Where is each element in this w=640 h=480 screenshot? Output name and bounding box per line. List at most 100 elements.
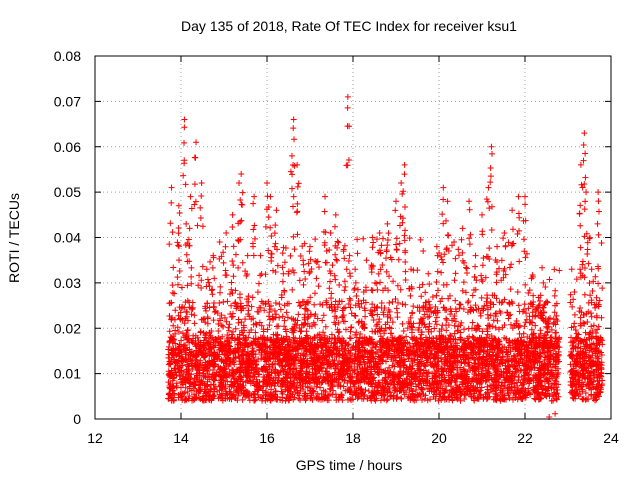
data-point bbox=[290, 334, 297, 341]
data-point bbox=[322, 323, 329, 330]
data-point bbox=[386, 299, 393, 306]
data-point bbox=[274, 262, 281, 269]
data-point bbox=[421, 395, 428, 402]
data-point bbox=[312, 236, 319, 243]
data-point bbox=[546, 276, 553, 283]
data-point bbox=[487, 312, 494, 319]
data-point bbox=[281, 259, 288, 266]
data-point bbox=[334, 238, 341, 245]
data-point bbox=[419, 281, 426, 288]
data-point bbox=[283, 309, 290, 316]
data-point bbox=[456, 301, 463, 308]
data-point bbox=[345, 341, 352, 348]
data-point bbox=[177, 384, 184, 391]
data-point bbox=[506, 395, 513, 402]
data-point bbox=[170, 322, 177, 329]
data-point bbox=[166, 328, 173, 335]
data-point bbox=[498, 379, 505, 386]
data-point bbox=[494, 317, 501, 324]
data-point bbox=[457, 335, 464, 342]
data-point bbox=[327, 386, 334, 393]
data-point bbox=[232, 325, 239, 332]
data-point bbox=[390, 278, 397, 285]
data-point bbox=[398, 395, 405, 402]
data-point bbox=[354, 250, 361, 257]
data-point bbox=[530, 292, 537, 299]
data-point bbox=[283, 333, 290, 340]
data-point bbox=[188, 273, 195, 280]
data-point bbox=[235, 319, 242, 326]
data-point bbox=[422, 289, 429, 296]
data-point bbox=[495, 326, 502, 333]
data-point bbox=[251, 235, 258, 242]
data-point bbox=[220, 323, 227, 330]
data-point bbox=[435, 397, 442, 404]
data-point bbox=[392, 296, 399, 303]
data-point bbox=[316, 331, 323, 338]
data-point bbox=[506, 264, 513, 271]
data-point bbox=[368, 286, 375, 293]
data-point bbox=[489, 323, 496, 330]
data-point bbox=[354, 236, 361, 243]
data-point bbox=[515, 373, 522, 380]
data-point bbox=[540, 279, 547, 286]
data-point bbox=[386, 364, 393, 371]
data-point bbox=[421, 311, 428, 318]
data-point bbox=[432, 318, 439, 325]
data-point bbox=[315, 283, 322, 290]
data-point bbox=[175, 312, 182, 319]
data-point bbox=[266, 322, 273, 329]
data-point bbox=[174, 324, 181, 331]
data-point bbox=[273, 323, 280, 330]
data-point bbox=[225, 324, 232, 331]
data-point bbox=[433, 292, 440, 299]
data-point bbox=[478, 294, 485, 301]
data-point bbox=[341, 242, 348, 249]
data-point bbox=[252, 329, 259, 336]
data-point bbox=[551, 292, 558, 299]
data-point bbox=[327, 278, 334, 285]
data-point bbox=[532, 322, 539, 329]
data-point bbox=[229, 310, 236, 317]
data-point bbox=[491, 292, 498, 299]
data-point bbox=[272, 240, 279, 247]
data-point bbox=[539, 264, 546, 271]
data-point bbox=[484, 295, 491, 302]
data-point bbox=[277, 306, 284, 313]
data-point bbox=[211, 377, 218, 384]
data-point bbox=[302, 276, 309, 283]
data-point bbox=[198, 284, 205, 291]
data-point bbox=[178, 284, 185, 291]
data-point bbox=[319, 379, 326, 386]
data-point bbox=[284, 314, 291, 321]
data-point bbox=[262, 301, 269, 308]
data-point bbox=[228, 331, 235, 338]
data-point bbox=[345, 257, 352, 264]
data-point bbox=[251, 397, 258, 404]
data-point bbox=[374, 286, 381, 293]
data-point bbox=[259, 335, 266, 342]
data-point bbox=[378, 299, 385, 306]
data-point bbox=[399, 301, 406, 308]
data-point bbox=[370, 239, 377, 246]
data-point bbox=[402, 301, 409, 308]
data-point bbox=[480, 254, 487, 261]
data-point bbox=[230, 262, 237, 269]
data-point bbox=[372, 279, 379, 286]
data-point bbox=[420, 248, 427, 255]
data-point bbox=[402, 268, 409, 275]
data-point bbox=[220, 259, 227, 266]
data-point bbox=[328, 290, 335, 297]
data-point bbox=[534, 305, 541, 312]
data-point bbox=[326, 385, 333, 392]
data-point bbox=[329, 357, 336, 364]
data-point bbox=[473, 351, 480, 358]
data-point bbox=[342, 304, 349, 311]
data-point bbox=[178, 378, 185, 385]
data-point bbox=[219, 394, 226, 401]
data-point bbox=[402, 249, 409, 256]
data-point bbox=[333, 256, 340, 263]
data-point bbox=[393, 394, 400, 401]
data-point bbox=[279, 250, 286, 257]
data-point bbox=[402, 258, 409, 265]
